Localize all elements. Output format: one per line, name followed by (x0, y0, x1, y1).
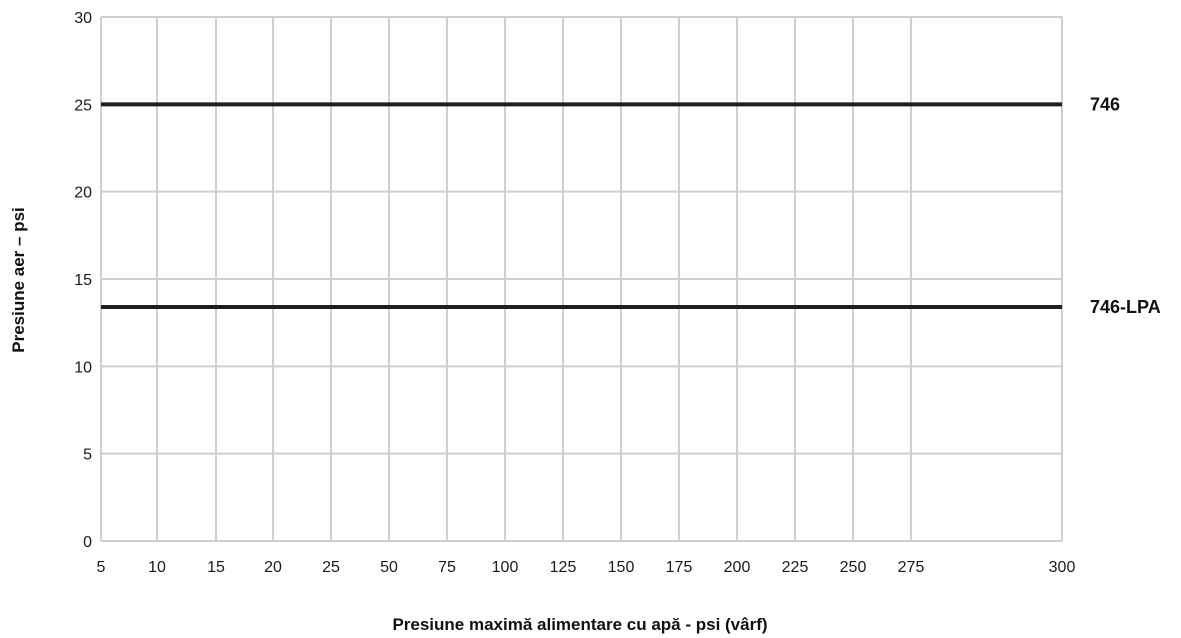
x-tick-label: 25 (322, 559, 340, 576)
x-tick-label: 300 (1049, 559, 1076, 576)
x-tick-label: 50 (380, 559, 398, 576)
x-tick-label: 225 (782, 559, 809, 576)
y-tick-labels: 0 5 10 15 20 25 30 (74, 10, 92, 551)
x-tick-label: 175 (666, 559, 693, 576)
x-tick-labels: 5 10 15 20 25 50 75 100 125 150 175 200 225 250 275 300 (97, 559, 1076, 576)
x-tick-label: 20 (264, 559, 282, 576)
y-tick-label: 30 (74, 10, 92, 27)
series-lines (101, 102, 1062, 309)
y-tick-label: 0 (83, 534, 92, 551)
grid (100, 16, 1063, 542)
x-tick-label: 15 (207, 559, 225, 576)
y-tick-label: 20 (74, 185, 92, 202)
x-tick-label: 125 (550, 559, 577, 576)
y-tick-label: 5 (83, 447, 92, 464)
x-tick-label: 275 (898, 559, 925, 576)
y-tick-label: 25 (74, 97, 92, 114)
y-tick-label: 15 (74, 272, 92, 289)
x-tick-label: 150 (608, 559, 635, 576)
x-tick-label: 75 (438, 559, 456, 576)
y-tick-label: 10 (74, 359, 92, 376)
y-axis-title: Presiune aer – psi (9, 207, 28, 353)
x-axis-title: Presiune maximă alimentare cu apă - psi … (392, 615, 767, 634)
x-tick-label: 10 (148, 559, 166, 576)
x-tick-label: 250 (840, 559, 867, 576)
series-label-746-LPA: 746-LPA (1090, 297, 1161, 317)
x-tick-label: 100 (492, 559, 519, 576)
x-tick-label: 5 (97, 559, 106, 576)
series-label-746: 746 (1090, 94, 1120, 114)
series-labels: 746 746-LPA (1090, 94, 1161, 317)
x-tick-label: 200 (724, 559, 751, 576)
